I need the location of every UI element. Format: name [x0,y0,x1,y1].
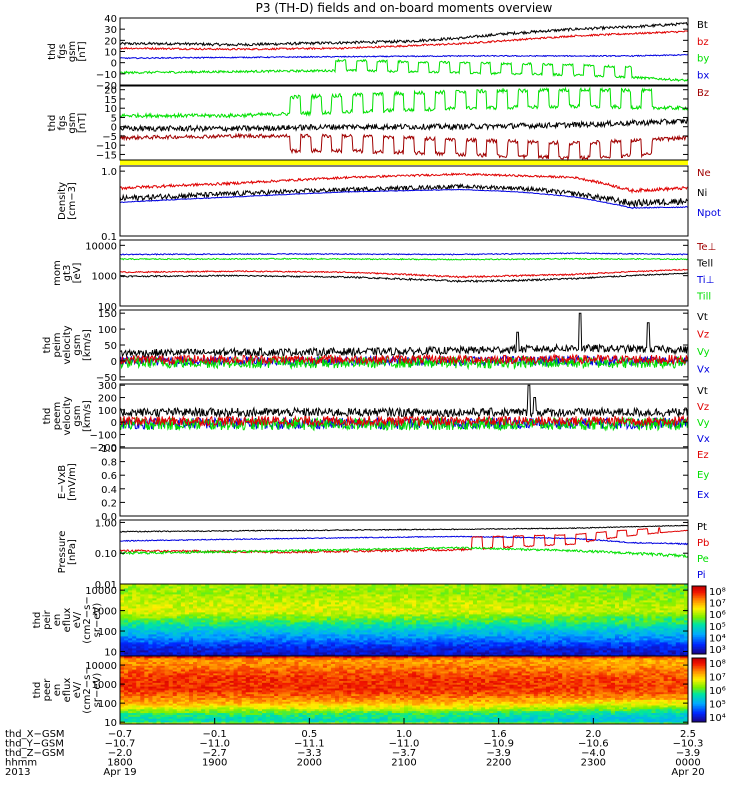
legend-entry: Ti⊥ [696,275,714,286]
legend-entry: Pb [697,538,709,549]
y-tick-label: 20 [104,36,117,47]
series-line-te [120,269,688,277]
y-tick-label: 0.4 [101,485,117,496]
y-tick-label: −10 [96,70,117,81]
y-axis-label: [km/s] [82,329,93,361]
legend-entry: Bz [697,88,709,99]
y-tick-label: 0 [111,418,117,429]
y-tick-label: 0.10 [95,549,117,560]
panel-frame [120,310,688,380]
legend-entry: Pt [697,522,707,533]
y-tick-label: 200 [98,394,117,405]
y-axis-label: [km/s] [82,400,93,432]
y-tick-label: 1000 [92,272,117,283]
legend-entry: Till [696,292,711,303]
legend-entry: Ni [697,188,707,199]
legend-entry: Vz [697,402,709,413]
series-line-ni [120,185,688,207]
legend-entry: Ez [697,450,709,461]
series-line-bx [120,54,688,58]
y-tick-label: 0.6 [101,471,117,482]
y-tick-label: 100 [98,325,117,336]
legend-entry: Tell [696,259,713,270]
y-tick-label: 0 [111,59,117,70]
legend-entry: Vt [697,386,708,397]
y-tick-label: 300 [98,381,117,392]
legend-entry: by [697,54,709,65]
y-tick-label: 1.0 [101,444,117,455]
series-line-till [120,258,688,260]
y-tick-label: 50 [104,341,117,352]
legend-entry: Npot [697,208,721,219]
y-tick-label: 10 [104,48,117,59]
y-axis-label: [eV] [72,263,83,284]
panel-frame [120,166,688,236]
y-axis-label: [nT] [77,41,88,61]
legend-entry: Ey [697,470,709,481]
y-axis-label: [nT] [77,113,88,133]
y-tick-label: 0.2 [101,498,117,509]
legend-entry: Bt [697,20,708,31]
panel-frame [120,86,688,160]
legend-entry: Vx [697,434,710,445]
series-line-vt [120,385,688,416]
y-tick-label: −100 [90,430,117,441]
series-line-bz [120,88,688,117]
legend-entry: Pi [697,570,706,581]
y-axis-label: [nPa] [67,539,78,565]
series-line-pe [120,547,688,557]
quality-flag-bar [120,160,688,165]
legend-entry: bz [697,37,709,48]
legend-entry: Pe [697,554,709,565]
y-tick-label: 30 [104,25,117,36]
y-tick-label: 20 [104,86,117,97]
series-line-vt [120,313,688,356]
legend-entry: Te⊥ [696,242,716,253]
legend-entry: bx [697,70,709,81]
series-line-by [120,60,688,82]
y-tick-label: 0 [111,357,117,368]
series-line-pt [120,525,688,532]
series-line-ne [120,173,688,192]
y-tick-label: 10000 [85,241,117,252]
y-tick-label: 1.00 [95,518,117,529]
panel-frame [120,448,688,516]
legend-entry: Ne [697,168,711,179]
y-tick-label: 1.0 [101,167,117,178]
y-tick-label: 0.8 [101,458,117,469]
legend-entry: Vy [697,347,710,358]
series-line-pi [120,536,688,544]
legend-entry: Vx [697,365,710,376]
y-tick-label: 100 [98,406,117,417]
y-tick-label: 150 [98,309,117,320]
y-axis-label: [mV/m] [67,463,78,501]
legend-entry: Vz [697,330,709,341]
series-line-unlabeled [120,119,688,131]
legend-entry: Vt [697,312,708,323]
legend-entry: Vy [697,418,710,429]
series-line-ti [120,253,688,255]
figure-title: P3 (TH-D) fields and on-board moments ov… [120,1,688,15]
series-line-unlabeled [120,134,688,159]
legend-entry: Ex [697,490,709,501]
y-axis-label: [cm−3] [67,182,78,220]
y-tick-label: 40 [104,14,117,25]
